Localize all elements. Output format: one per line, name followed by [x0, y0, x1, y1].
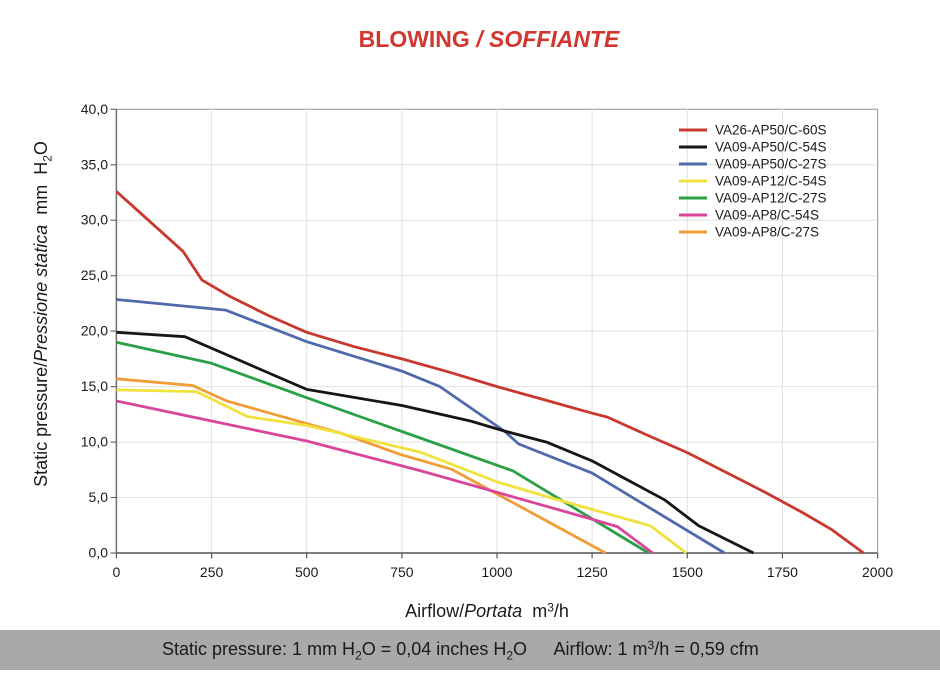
- svg-text:1250: 1250: [577, 564, 608, 580]
- svg-text:2000: 2000: [862, 564, 893, 580]
- svg-text:20,0: 20,0: [81, 323, 108, 339]
- svg-text:VA09-AP50/C-54S: VA09-AP50/C-54S: [715, 140, 827, 155]
- svg-text:35,0: 35,0: [81, 156, 108, 172]
- svg-text:Airflow: 1 m3/h = 0,59 cfm: Airflow: 1 m3/h = 0,59 cfm: [554, 638, 759, 659]
- svg-text:BLOWING / SOFFIANTE: BLOWING / SOFFIANTE: [359, 26, 620, 52]
- svg-text:1500: 1500: [672, 564, 703, 580]
- svg-text:250: 250: [200, 564, 224, 580]
- svg-text:Airflow/Portata m3/h: Airflow/Portata m3/h: [405, 601, 569, 622]
- svg-text:15,0: 15,0: [81, 378, 108, 394]
- svg-text:500: 500: [295, 564, 319, 580]
- svg-text:750: 750: [390, 564, 414, 580]
- svg-text:0,0: 0,0: [89, 545, 109, 561]
- svg-text:5,0: 5,0: [89, 489, 109, 505]
- svg-text:40,0: 40,0: [81, 101, 108, 117]
- svg-text:30,0: 30,0: [81, 212, 108, 228]
- svg-text:25,0: 25,0: [81, 267, 108, 283]
- svg-text:1000: 1000: [481, 564, 512, 580]
- svg-text:VA09-AP50/C-27S: VA09-AP50/C-27S: [715, 157, 827, 172]
- svg-text:Static pressure: 1 mm H2O = 0,: Static pressure: 1 mm H2O = 0,04 inches …: [162, 639, 527, 663]
- svg-text:VA26-AP50/C-60S: VA26-AP50/C-60S: [715, 123, 827, 138]
- svg-text:VA09-AP12/C-54S: VA09-AP12/C-54S: [715, 174, 827, 189]
- svg-text:0: 0: [113, 564, 121, 580]
- svg-text:VA09-AP8/C-54S: VA09-AP8/C-54S: [715, 208, 819, 223]
- svg-text:1750: 1750: [767, 564, 798, 580]
- svg-text:VA09-AP8/C-27S: VA09-AP8/C-27S: [715, 225, 819, 240]
- svg-text:VA09-AP12/C-27S: VA09-AP12/C-27S: [715, 191, 827, 206]
- svg-text:10,0: 10,0: [81, 434, 108, 450]
- svg-text:Static pressure/Pressione stat: Static pressure/Pressione statica mm H2O: [31, 141, 55, 487]
